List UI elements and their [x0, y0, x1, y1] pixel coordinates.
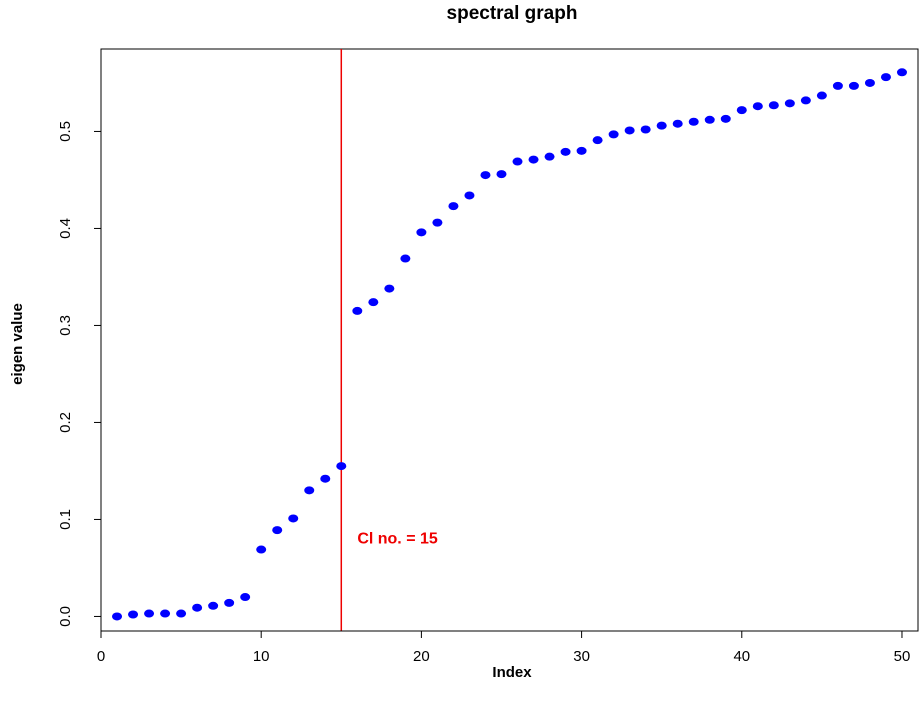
data-point	[640, 125, 651, 134]
data-point	[672, 119, 683, 128]
x-tick-label: 10	[253, 648, 270, 665]
data-point	[432, 218, 443, 227]
data-point	[320, 474, 331, 483]
chart-title: spectral graph	[447, 3, 578, 24]
data-point	[576, 146, 587, 155]
data-point	[384, 284, 395, 293]
data-point	[448, 202, 459, 211]
data-point	[832, 81, 843, 90]
data-point	[352, 306, 363, 315]
data-point	[688, 117, 699, 126]
y-axis-label: eigen value	[9, 303, 26, 385]
data-point	[880, 73, 891, 82]
data-point	[368, 298, 379, 307]
data-point	[528, 155, 539, 164]
y-tick-label: 0.5	[57, 121, 74, 142]
data-point	[144, 609, 155, 618]
x-axis-label: Index	[492, 664, 532, 681]
x-tick-label: 30	[573, 648, 590, 665]
data-point	[208, 601, 219, 610]
data-point	[800, 96, 811, 105]
data-point	[752, 102, 763, 111]
data-point	[656, 121, 667, 130]
data-point	[704, 115, 715, 124]
data-point	[560, 147, 571, 156]
data-point	[160, 609, 171, 618]
data-point	[736, 106, 747, 115]
data-point	[416, 228, 427, 237]
data-point	[848, 81, 859, 90]
y-tick-label: 0.0	[57, 606, 74, 627]
data-point	[224, 598, 235, 607]
data-point	[112, 612, 123, 621]
data-points	[112, 68, 907, 621]
data-point	[544, 152, 555, 161]
data-point	[192, 603, 203, 612]
data-point	[784, 99, 795, 108]
data-point	[816, 91, 827, 100]
cluster-number-annotation: Cl no. = 15	[357, 531, 438, 548]
plot-frame	[100, 48, 919, 632]
data-point	[240, 593, 251, 602]
data-point	[864, 78, 875, 87]
data-point	[592, 136, 603, 145]
y-tick-label: 0.4	[57, 218, 74, 239]
data-point	[480, 171, 491, 180]
data-point	[128, 610, 139, 619]
plot-border	[100, 48, 919, 632]
y-tick-label: 0.2	[57, 412, 74, 433]
data-point	[624, 126, 635, 135]
x-tick-label: 20	[413, 648, 430, 665]
data-point	[768, 101, 779, 110]
y-axis: 0.0 0.1 0.2 0.3 0.4 0.5	[57, 121, 102, 627]
y-tick-label: 0.1	[57, 509, 74, 530]
data-point	[272, 526, 283, 535]
data-point	[512, 157, 523, 166]
y-tick-label: 0.3	[57, 315, 74, 336]
x-tick-label: 50	[894, 648, 911, 665]
data-point	[608, 130, 619, 139]
x-tick-label: 0	[97, 648, 105, 665]
data-point	[336, 462, 347, 471]
data-point	[496, 170, 507, 179]
data-point	[720, 114, 731, 123]
data-point	[176, 609, 187, 618]
data-point	[400, 254, 411, 263]
data-point	[896, 68, 907, 77]
data-point	[464, 191, 475, 200]
data-point	[256, 545, 267, 554]
x-tick-label: 40	[733, 648, 750, 665]
data-point	[304, 486, 315, 495]
data-point	[288, 514, 299, 523]
x-axis: 0 10 20 30 40 50	[97, 630, 911, 665]
